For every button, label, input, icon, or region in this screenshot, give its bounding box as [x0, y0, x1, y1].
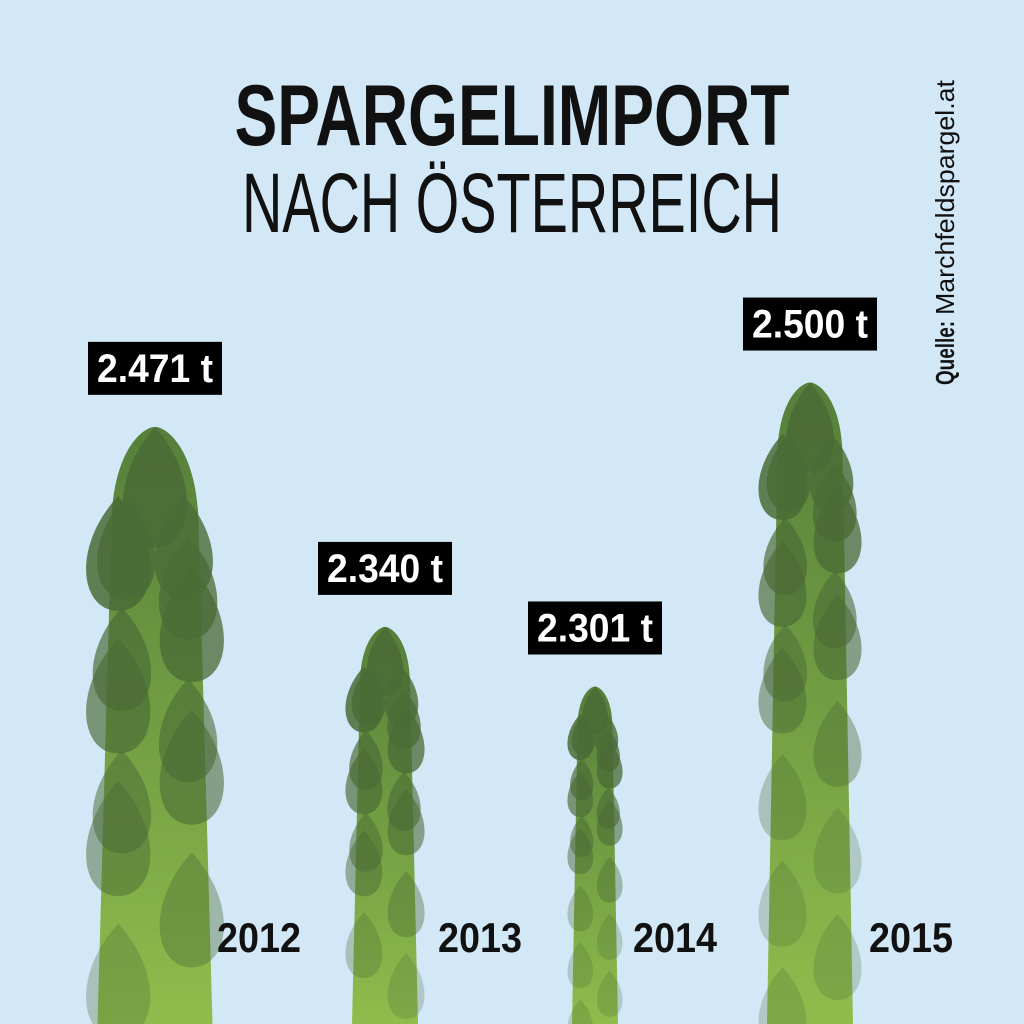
- bract: [813, 700, 862, 787]
- x-tick-label: 2012: [217, 914, 301, 961]
- bract: [345, 912, 383, 979]
- bract: [758, 967, 807, 1024]
- value-label: 2.340 t: [327, 547, 443, 591]
- bract: [345, 748, 383, 815]
- value-label-box: 2.471 t: [88, 341, 222, 395]
- bract: [813, 807, 862, 894]
- bract: [387, 871, 425, 938]
- bract: [351, 666, 386, 726]
- bract: [596, 970, 623, 1017]
- source-label: Quelle:: [930, 321, 960, 385]
- bract: [92, 749, 152, 854]
- bract: [758, 754, 807, 841]
- bract: [345, 830, 383, 897]
- label-background: [528, 601, 662, 655]
- bract: [387, 952, 425, 1019]
- bract: [97, 495, 156, 600]
- bract: [86, 923, 151, 1024]
- bract: [567, 885, 594, 932]
- source-text: Marchfeldspargel.at: [930, 79, 960, 315]
- bract: [596, 913, 623, 960]
- chart-subtitle: NACH ÖSTERREICH: [242, 156, 782, 250]
- value-label-box: 2.340 t: [318, 541, 452, 595]
- bract: [813, 594, 862, 681]
- label-background: [88, 341, 222, 395]
- bract: [86, 638, 151, 754]
- value-label-box: 2.301 t: [528, 601, 662, 655]
- value-label-box: 2.500 t: [743, 297, 877, 351]
- source-note: Quelle: Marchfeldspargel.at: [930, 79, 960, 385]
- bract: [596, 799, 623, 846]
- bract: [758, 540, 807, 627]
- bract: [758, 860, 807, 947]
- bract: [596, 856, 623, 903]
- bract: [159, 709, 224, 825]
- bract: [567, 828, 594, 875]
- bract: [809, 434, 854, 512]
- x-tick-label: 2015: [869, 914, 953, 961]
- bract: [763, 624, 808, 702]
- x-tick-label: 2013: [438, 914, 522, 961]
- bract: [567, 771, 594, 818]
- bract: [594, 714, 619, 756]
- x-tick-label: 2014: [633, 914, 718, 961]
- bract: [154, 495, 213, 600]
- label-background: [318, 541, 452, 595]
- bract: [567, 999, 593, 1024]
- bract: [349, 812, 383, 872]
- bract: [570, 815, 594, 858]
- value-label: 2.471 t: [97, 347, 213, 391]
- bract: [159, 852, 224, 968]
- bract: [86, 781, 151, 897]
- bract: [387, 789, 425, 856]
- bract: [384, 666, 419, 726]
- bract: [567, 942, 594, 989]
- chart-title: SPARGELIMPORT: [235, 68, 790, 164]
- value-label: 2.301 t: [537, 606, 653, 650]
- bract: [758, 647, 807, 734]
- bract: [571, 714, 596, 756]
- value-label: 2.500 t: [752, 303, 868, 347]
- label-background: [743, 297, 877, 351]
- bract: [766, 434, 811, 512]
- bract: [813, 914, 862, 1001]
